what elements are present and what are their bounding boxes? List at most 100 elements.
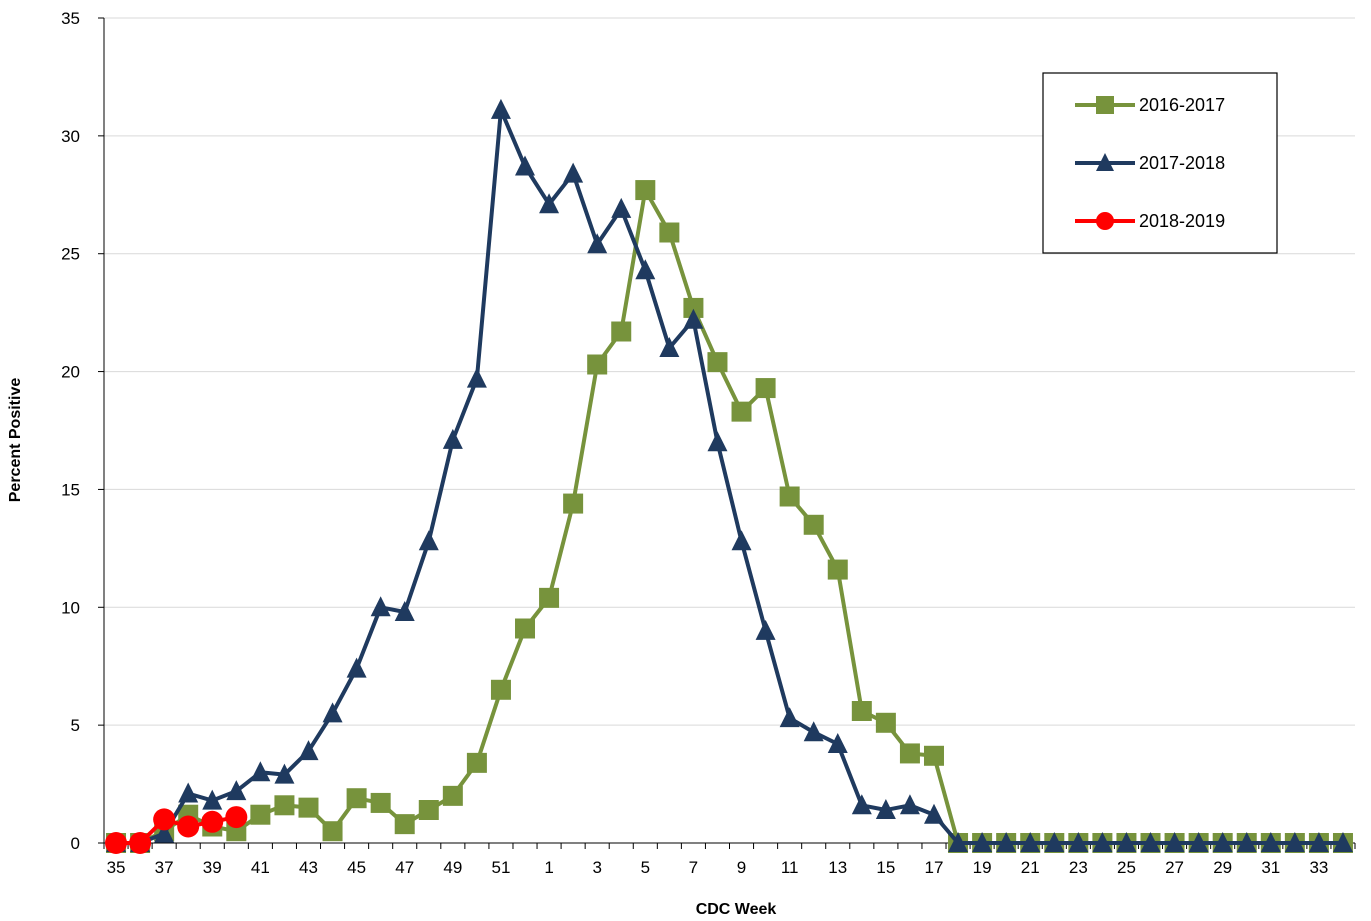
data-point (274, 795, 295, 816)
data-point (1096, 96, 1114, 114)
data-point (1236, 832, 1257, 852)
x-tick-label: 23 (1069, 858, 1088, 877)
data-point (899, 743, 920, 764)
data-point (539, 193, 560, 214)
data-point (178, 782, 199, 803)
data-point (250, 804, 271, 825)
data-point (442, 428, 463, 449)
data-point (851, 701, 872, 721)
series-group (105, 98, 1353, 854)
data-point (1092, 832, 1113, 852)
x-tick-label: 41 (251, 858, 270, 877)
data-point (731, 401, 752, 422)
data-point (635, 259, 656, 280)
y-tick-label: 0 (71, 834, 80, 853)
x-tick-label: 17 (925, 858, 944, 877)
legend-label: 2016-2017 (1139, 95, 1225, 115)
data-point (154, 822, 175, 843)
legend-item-2018-2019: 2018-2019 (1075, 211, 1225, 231)
data-point (201, 810, 224, 833)
legend: 2016-2017 2017-2018 2018-2019 (1042, 72, 1278, 254)
data-point (851, 794, 872, 815)
x-tick-label: 33 (1309, 858, 1328, 877)
series-2018-2019 (105, 806, 248, 854)
data-point (153, 808, 176, 831)
data-point (177, 815, 200, 838)
x-tick-label: 19 (973, 858, 992, 877)
data-point (1020, 832, 1041, 852)
data-point (418, 800, 439, 820)
x-tick-label: 35 (107, 858, 126, 877)
data-point (899, 794, 920, 815)
data-point (827, 559, 848, 580)
y-tick-label: 30 (61, 127, 80, 146)
data-point (948, 832, 969, 852)
y-tick-labels: 0 5 10 15 20 25 30 35 (61, 9, 104, 853)
data-point (466, 752, 487, 773)
data-point (250, 761, 271, 782)
y-tick-label: 10 (61, 598, 80, 617)
x-tick-label: 3 (592, 858, 601, 877)
data-point (659, 337, 680, 357)
data-point (683, 308, 704, 329)
x-tick-label: 45 (347, 858, 366, 877)
y-tick-label: 5 (71, 716, 80, 735)
data-point (611, 197, 632, 218)
data-point (539, 587, 560, 608)
data-point (1044, 832, 1065, 852)
data-point (1068, 832, 1089, 852)
data-point (996, 832, 1017, 852)
data-point (1096, 153, 1114, 171)
data-point (346, 788, 367, 809)
data-point (923, 745, 944, 766)
data-point (322, 702, 343, 723)
x-tick-label: 29 (1213, 858, 1232, 877)
series-2016-2017 (106, 180, 1353, 853)
data-point (226, 780, 247, 801)
x-tick-label: 39 (203, 858, 222, 877)
data-point (563, 493, 584, 514)
data-point (202, 789, 223, 810)
x-tick-label: 21 (1021, 858, 1040, 877)
data-point (274, 763, 295, 784)
data-point (515, 155, 536, 176)
data-point (707, 431, 728, 452)
x-tick-label: 25 (1117, 858, 1136, 877)
data-point (346, 657, 367, 678)
series-2017-2018 (106, 98, 1353, 852)
y-tick-label: 15 (61, 480, 80, 499)
data-point (587, 233, 608, 254)
x-tick-label: 27 (1165, 858, 1184, 877)
data-point (1212, 832, 1233, 852)
data-point (1096, 212, 1114, 230)
data-point (394, 601, 415, 621)
x-tick-label: 15 (876, 858, 895, 877)
y-tick-label: 20 (61, 363, 80, 382)
data-point (1140, 832, 1161, 852)
data-point (587, 354, 608, 375)
data-point (827, 733, 848, 753)
legend-item-2017-2018: 2017-2018 (1075, 153, 1225, 173)
data-point (755, 378, 776, 399)
data-point (635, 180, 656, 201)
data-point (707, 352, 728, 373)
data-point (563, 162, 584, 183)
x-tick-label: 31 (1261, 858, 1280, 877)
data-point (1116, 832, 1137, 852)
legend-item-2016-2017: 2016-2017 (1075, 95, 1225, 115)
data-point (875, 712, 896, 733)
series-line (116, 107, 1343, 845)
data-point (731, 530, 752, 551)
data-point (105, 832, 128, 854)
x-tick-label: 1 (544, 858, 553, 877)
legend-label: 2018-2019 (1139, 211, 1225, 231)
data-point (779, 486, 800, 507)
data-point (1164, 832, 1185, 852)
x-tick-label: 13 (828, 858, 847, 877)
y-tick-label: 25 (61, 245, 80, 264)
y-tick-label: 35 (61, 9, 80, 28)
data-point (1332, 832, 1353, 852)
data-point (442, 785, 463, 806)
y-axis-title: Percent Positive (7, 378, 24, 503)
